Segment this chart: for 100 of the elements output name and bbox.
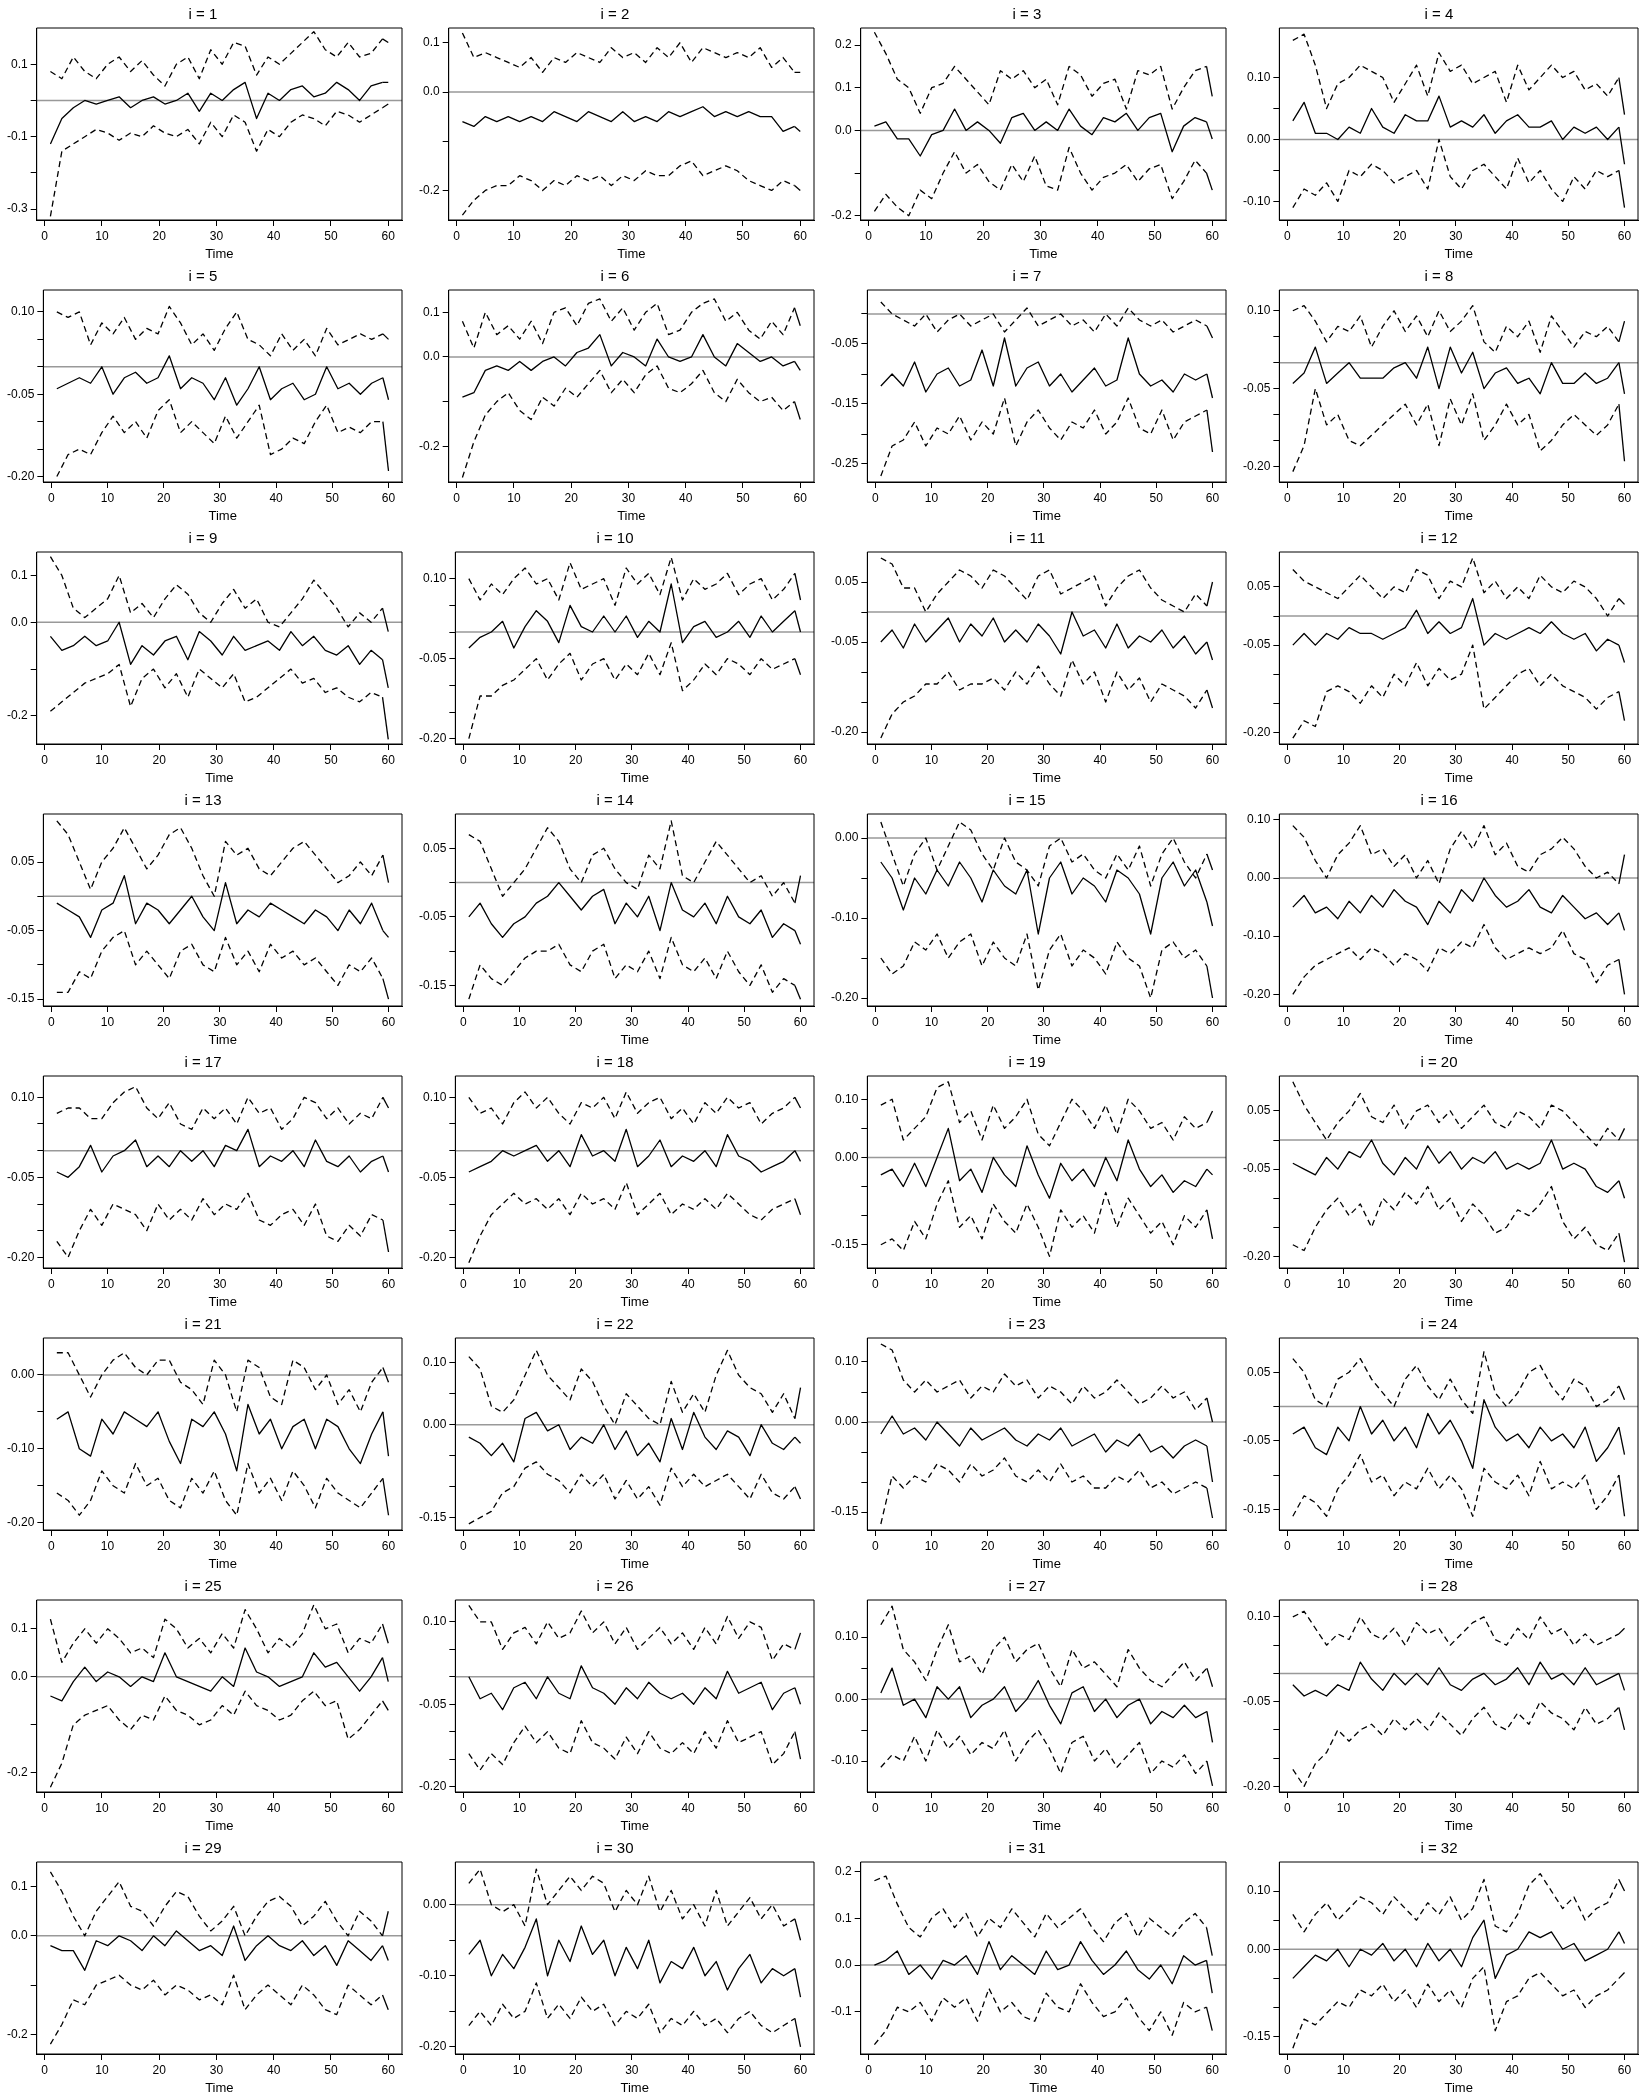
x-tick-label: 30 — [625, 1538, 639, 1553]
x-tick-label: 10 — [100, 490, 115, 505]
x-tick-label: 10 — [512, 752, 527, 767]
x-tick-label: 10 — [95, 752, 109, 767]
x-tick-label: 0 — [1283, 490, 1291, 505]
y-tick-label: 0.00 — [834, 1149, 859, 1164]
y-tick-label: 0.10 — [1246, 812, 1271, 827]
x-tick-label: 10 — [100, 1538, 115, 1553]
x-tick-label: 30 — [1449, 490, 1463, 505]
x-tick-label: 20 — [152, 2062, 167, 2077]
y-tick-label: -0.05 — [418, 650, 447, 665]
x-tick-label: 60 — [1205, 1276, 1220, 1291]
y-tick-label: -0.20 — [418, 1249, 447, 1264]
x-axis-title: Time — [1444, 1031, 1473, 1047]
x-axis-title: Time — [1444, 1555, 1473, 1571]
y-tick-label: -0.05 — [1242, 1693, 1271, 1708]
y-tick-label: -0.20 — [1242, 458, 1271, 473]
y-tick-label: 0.10 — [834, 1629, 859, 1644]
x-tick-label: 10 — [919, 2062, 933, 2077]
x-tick-label: 60 — [793, 1276, 808, 1291]
x-tick-label: 40 — [269, 490, 284, 505]
x-tick-label: 0 — [453, 228, 461, 243]
x-tick-label: 20 — [156, 1538, 171, 1553]
x-tick-label: 60 — [1205, 1014, 1220, 1029]
x-tick-label: 50 — [1561, 1014, 1576, 1029]
x-tick-label: 10 — [512, 1538, 527, 1553]
chart-title: i = 11 — [1009, 529, 1045, 547]
x-axis-title: Time — [205, 1817, 234, 1833]
y-tick-label: 0.00 — [834, 1414, 859, 1429]
x-tick-label: 20 — [156, 1276, 171, 1291]
y-tick-label: 0.05 — [1246, 1103, 1271, 1118]
x-tick-label: 40 — [681, 1014, 696, 1029]
y-tick-label: -0.15 — [418, 1509, 447, 1524]
x-tick-label: 30 — [209, 1800, 224, 1815]
x-tick-label: 40 — [267, 2062, 281, 2077]
x-tick-label: 50 — [737, 1800, 752, 1815]
x-tick-label: 50 — [737, 752, 752, 767]
y-tick-label: -0.10 — [830, 910, 859, 925]
chart-title: i = 32 — [1420, 1839, 1458, 1857]
y-tick-label: -0.10 — [6, 1441, 35, 1456]
y-tick-label: 0.05 — [1246, 1364, 1271, 1379]
x-tick-label: 30 — [621, 228, 636, 243]
x-tick-label: 60 — [1617, 1538, 1632, 1553]
x-tick-label: 50 — [325, 1014, 340, 1029]
x-tick-label: 30 — [213, 1014, 227, 1029]
x-tick-label: 30 — [1037, 752, 1051, 767]
x-tick-label: 60 — [1617, 2062, 1632, 2077]
y-tick-label: 0.10 — [10, 1089, 35, 1104]
x-tick-label: 60 — [1617, 1800, 1632, 1815]
x-tick-label: 60 — [381, 1800, 396, 1815]
x-tick-label: 10 — [507, 490, 521, 505]
x-axis-title: Time — [617, 245, 646, 261]
x-tick-label: 50 — [736, 228, 750, 243]
x-axis-title: Time — [205, 245, 234, 261]
y-tick-label: -0.05 — [6, 922, 35, 937]
x-tick-label: 50 — [1561, 1538, 1576, 1553]
x-tick-label: 40 — [681, 1800, 696, 1815]
y-tick-label: 0.10 — [422, 1089, 447, 1104]
chart-title: i = 15 — [1008, 791, 1046, 809]
x-tick-label: 10 — [512, 1276, 527, 1291]
x-axis-title: Time — [620, 2079, 649, 2095]
chart-title: i = 4 — [1424, 5, 1454, 23]
x-tick-label: 30 — [1449, 1538, 1463, 1553]
x-tick-label: 0 — [459, 1014, 467, 1029]
x-tick-label: 50 — [736, 490, 750, 505]
x-tick-label: 20 — [1392, 1276, 1407, 1291]
y-tick-label: 0.1 — [834, 80, 852, 95]
x-tick-label: 20 — [980, 752, 995, 767]
x-tick-label: 20 — [564, 490, 579, 505]
x-tick-label: 0 — [47, 490, 55, 505]
y-tick-label: 0.1 — [422, 35, 440, 50]
x-tick-label: 30 — [625, 2062, 639, 2077]
x-tick-label: 40 — [681, 752, 696, 767]
y-tick-label: -0.2 — [6, 708, 28, 723]
x-axis-title: Time — [1444, 769, 1473, 785]
x-tick-label: 40 — [1093, 1800, 1108, 1815]
x-tick-label: 50 — [1149, 1538, 1164, 1553]
x-tick-label: 0 — [871, 1276, 879, 1291]
x-tick-label: 10 — [1336, 1800, 1351, 1815]
x-tick-label: 30 — [209, 752, 224, 767]
x-tick-label: 60 — [793, 490, 808, 505]
x-tick-label: 20 — [568, 1538, 583, 1553]
x-tick-label: 10 — [1336, 1538, 1351, 1553]
x-tick-label: 20 — [152, 228, 167, 243]
y-tick-label: 0.05 — [10, 854, 35, 869]
x-tick-label: 60 — [793, 1538, 808, 1553]
chart-title: i = 20 — [1420, 1053, 1458, 1071]
y-tick-label: 0.0 — [10, 1669, 28, 1684]
x-tick-label: 30 — [1037, 1800, 1051, 1815]
chart-title: i = 14 — [596, 791, 634, 809]
x-tick-label: 20 — [156, 490, 171, 505]
x-tick-label: 40 — [681, 2062, 696, 2077]
x-tick-label: 40 — [1505, 1800, 1520, 1815]
x-tick-label: 30 — [1449, 1014, 1463, 1029]
chart-title: i = 3 — [1012, 5, 1042, 23]
x-tick-label: 40 — [1505, 228, 1520, 243]
chart-title: i = 21 — [184, 1315, 222, 1333]
y-tick-label: -0.20 — [6, 1249, 35, 1264]
y-tick-label: -0.15 — [418, 977, 447, 992]
x-tick-label: 10 — [919, 228, 933, 243]
